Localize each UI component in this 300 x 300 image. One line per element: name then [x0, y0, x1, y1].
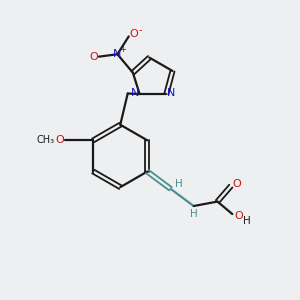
Text: N: N — [113, 49, 122, 59]
Text: CH₃: CH₃ — [36, 135, 55, 145]
Text: -: - — [139, 25, 142, 35]
Text: O: O — [234, 211, 243, 220]
Text: O: O — [90, 52, 98, 61]
Text: O: O — [232, 179, 241, 189]
Text: +: + — [120, 45, 127, 54]
Text: H: H — [243, 216, 250, 226]
Text: H: H — [175, 179, 182, 189]
Text: O: O — [55, 135, 64, 145]
Text: H: H — [190, 209, 198, 219]
Text: O: O — [129, 29, 138, 39]
Text: N: N — [167, 88, 175, 98]
Text: N: N — [131, 88, 139, 98]
